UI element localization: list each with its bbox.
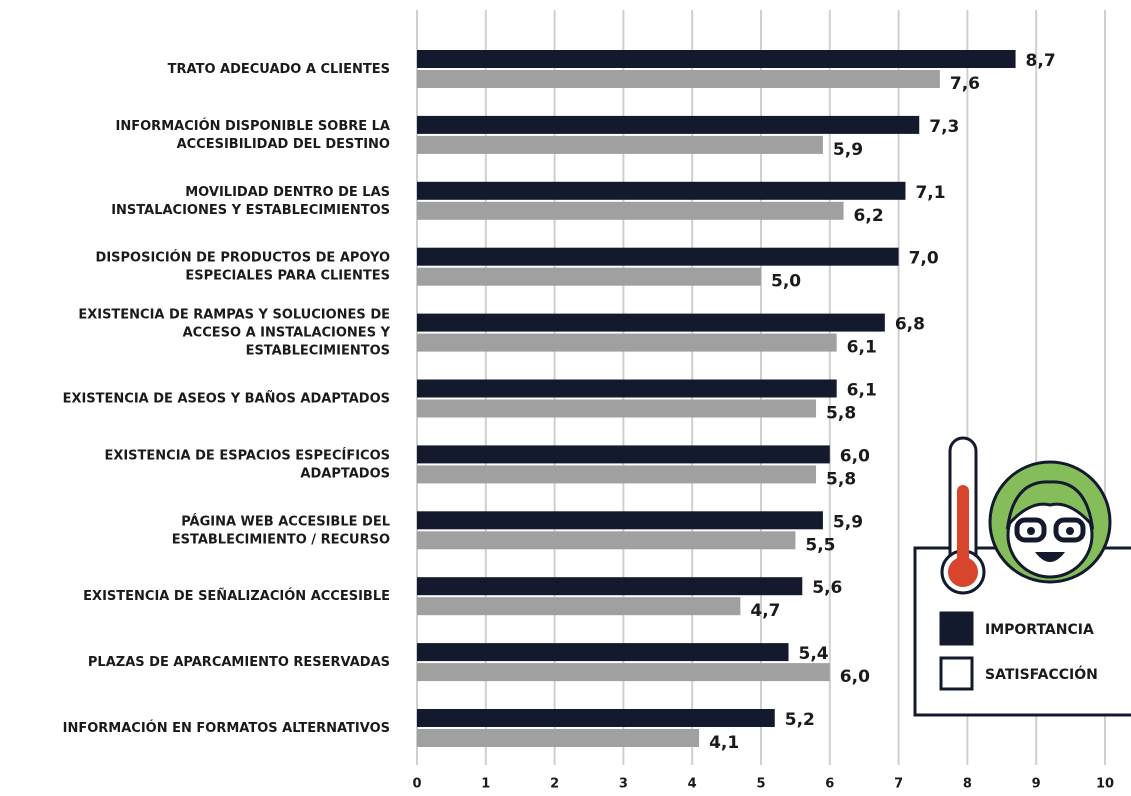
- bar: [417, 445, 830, 464]
- value-label: 6,8: [895, 315, 925, 335]
- x-tick-label: 4: [688, 777, 697, 792]
- x-tick-label: 3: [619, 777, 628, 792]
- category-label: EXISTENCIA DE ESPACIOS ESPECÍFICOS ADAPTA…: [104, 447, 390, 481]
- bar: [417, 50, 1016, 68]
- bar: [417, 333, 837, 352]
- legend: IMPORTANCIA SATISFACCIÓN: [939, 611, 1098, 691]
- value-label: 5,0: [771, 272, 801, 292]
- value-label: 4,7: [750, 601, 780, 621]
- legend-swatch: [939, 656, 974, 691]
- value-label: 5,2: [785, 710, 815, 730]
- x-tick-label: 2: [550, 777, 559, 792]
- bar: [417, 115, 920, 134]
- bar: [417, 313, 885, 332]
- bar: [417, 247, 899, 266]
- bar: [417, 201, 844, 220]
- x-tick-label: 6: [825, 777, 834, 792]
- value-label: 6,1: [847, 338, 877, 358]
- bar: [417, 729, 700, 747]
- value-label: 5,4: [799, 644, 829, 664]
- x-tick-label: 5: [756, 777, 765, 792]
- value-label: 5,5: [805, 535, 835, 555]
- bar: [417, 379, 837, 398]
- bar: [417, 577, 803, 596]
- category-label: DISPOSICIÓN DE PRODUCTOS DE APOYO ESPECIA…: [96, 249, 390, 283]
- value-label: 4,1: [709, 733, 739, 753]
- bar: [417, 399, 817, 418]
- category-label: PÁGINA WEB ACCESIBLE DEL ESTABLECIMIENTO …: [172, 513, 390, 547]
- category-label: INFORMACIÓN EN FORMATOS ALTERNATIVOS: [63, 720, 390, 736]
- value-label: 5,9: [833, 140, 863, 160]
- bar: [417, 181, 906, 200]
- bar: [417, 531, 796, 550]
- value-label: 7,1: [915, 183, 945, 203]
- x-tick-label: 8: [963, 777, 972, 792]
- bar: [417, 663, 830, 682]
- value-label: 6,0: [840, 667, 870, 687]
- value-label: 6,1: [847, 381, 877, 401]
- bar: [417, 465, 817, 484]
- value-label: 8,7: [1026, 51, 1056, 71]
- value-label: 5,6: [812, 578, 842, 598]
- face-icon: [988, 460, 1112, 584]
- category-label: PLAZAS DE APARCAMIENTO RESERVADAS: [88, 655, 390, 670]
- x-tick-label: 10: [1096, 777, 1114, 792]
- x-tick-label: 7: [894, 777, 903, 792]
- value-label: 5,9: [833, 512, 863, 532]
- value-label: 5,8: [826, 404, 856, 424]
- category-label: MOVILIDAD DENTRO DE LAS INSTALACIONES Y E…: [111, 184, 390, 217]
- bar: [417, 597, 741, 616]
- bars: TRATO ADECUADO A CLIENTES 8,7 7,6 INFORMACI…: [63, 50, 1056, 753]
- category-label: TRATO ADECUADO A CLIENTES: [168, 62, 390, 77]
- category-label: INFORMACIÓN DISPONIBLE SOBRE LA ACCESIBIL…: [116, 117, 390, 151]
- x-tick-label: 9: [1032, 777, 1041, 792]
- value-label: 6,2: [854, 206, 884, 226]
- bar: [417, 511, 823, 530]
- x-tick-label: 0: [412, 777, 421, 792]
- value-label: 5,8: [826, 469, 856, 489]
- value-label: 6,0: [840, 446, 870, 466]
- category-label: EXISTENCIA DE ASEOS Y BAÑOS ADAPTADOS: [63, 390, 390, 406]
- x-tick-label: 1: [481, 777, 490, 792]
- thermometer-icon: [940, 436, 986, 595]
- bar: [417, 70, 940, 88]
- legend-label: SATISFACCIÓN: [985, 665, 1098, 683]
- legend-label: IMPORTANCIA: [985, 622, 1094, 638]
- bar: [417, 643, 789, 662]
- value-label: 7,6: [950, 74, 980, 94]
- bar: [417, 709, 775, 727]
- value-label: 7,3: [929, 117, 959, 137]
- bar: [417, 135, 823, 154]
- value-label: 7,0: [909, 249, 939, 269]
- bar: [417, 267, 761, 286]
- category-label: EXISTENCIA DE RAMPAS Y SOLUCIONES DE ACCE…: [78, 307, 390, 358]
- category-label: EXISTENCIA DE SEÑALIZACIÓN ACCESIBLE: [83, 588, 390, 604]
- legend-swatch: [939, 611, 974, 646]
